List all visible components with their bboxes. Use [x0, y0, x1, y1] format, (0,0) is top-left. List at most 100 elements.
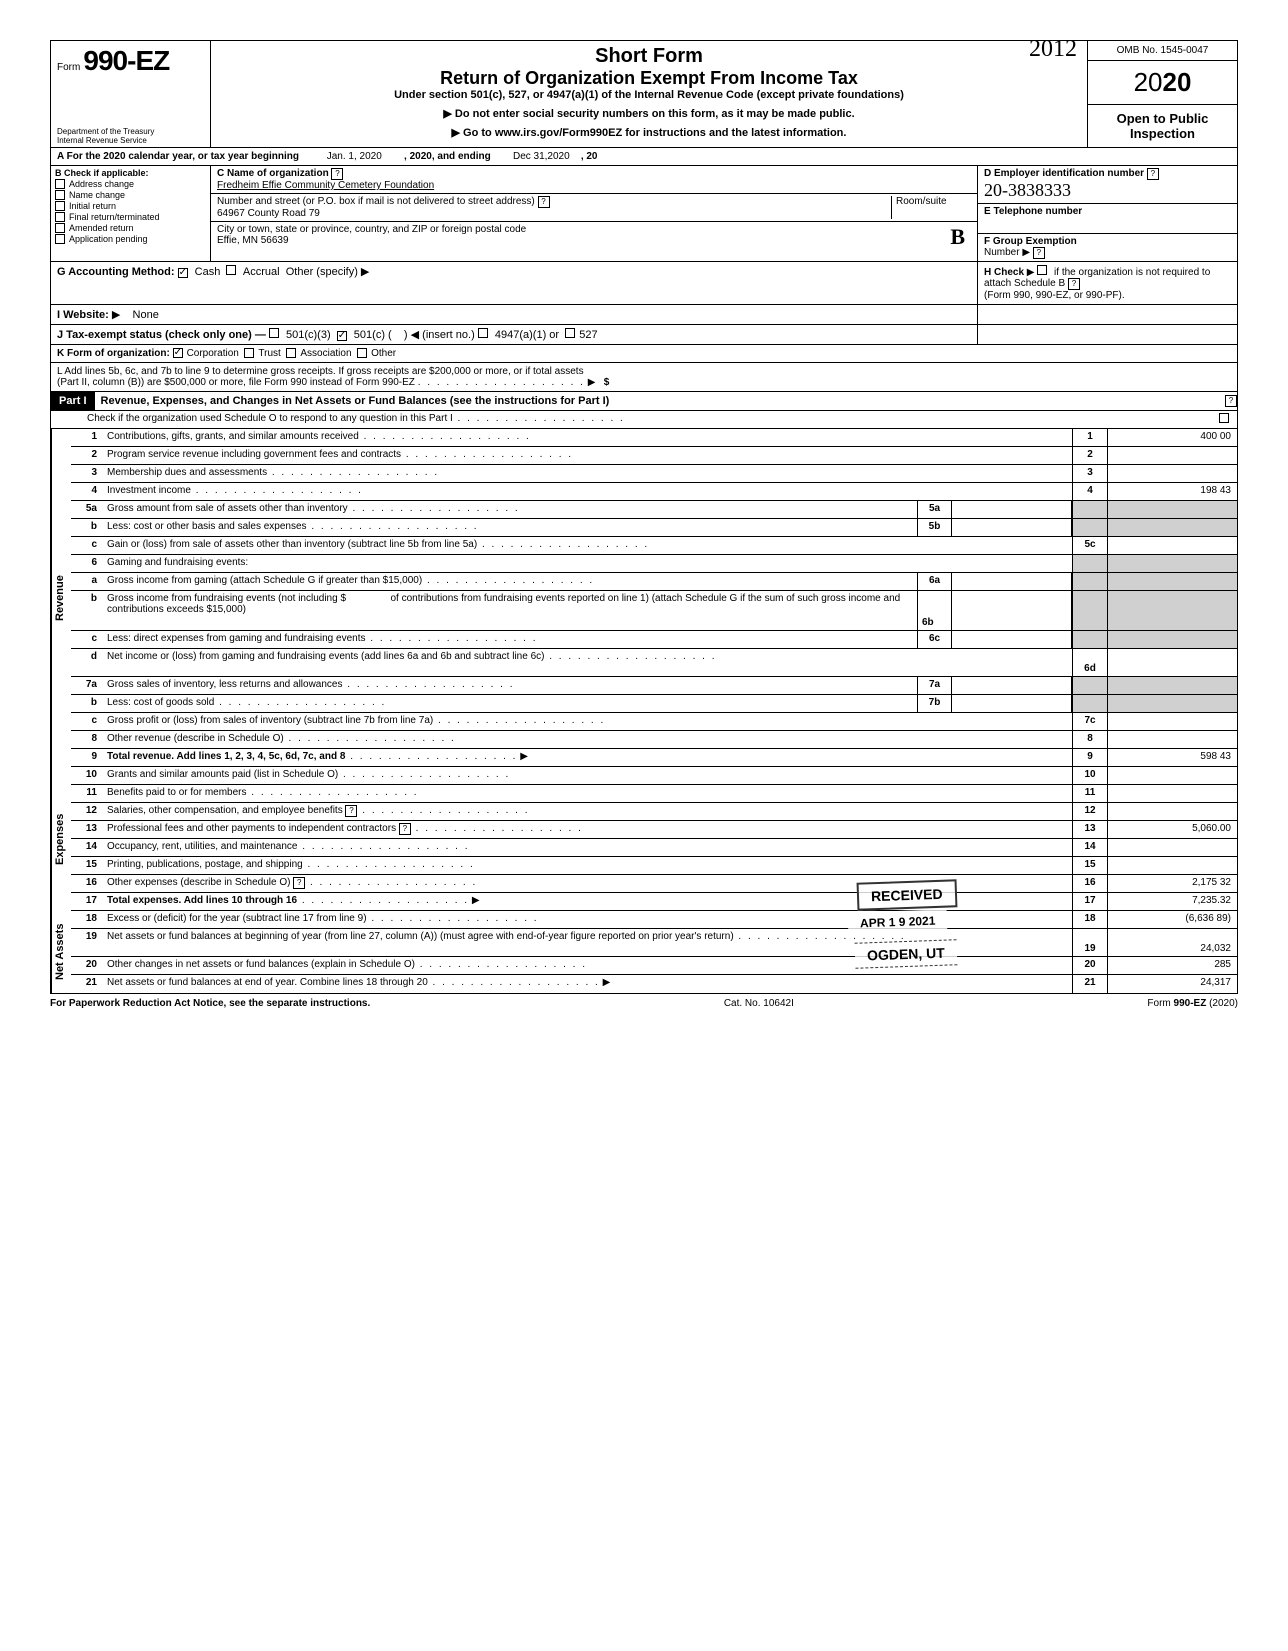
- chk-accrual[interactable]: [226, 265, 236, 275]
- net-assets-label: Net Assets: [51, 911, 71, 993]
- chk-amended[interactable]: [55, 223, 65, 233]
- lbl-name-change: Name change: [69, 190, 125, 200]
- line21-desc: Net assets or fund balances at end of ye…: [107, 977, 428, 988]
- footer-left: For Paperwork Reduction Act Notice, see …: [50, 998, 370, 1009]
- header-center: Short Form Return of Organization Exempt…: [211, 41, 1087, 147]
- revenue-label: Revenue: [51, 429, 71, 767]
- chk-association[interactable]: [286, 348, 296, 358]
- chk-schedule-o[interactable]: [1219, 413, 1229, 423]
- row-a-tax-year: A For the 2020 calendar year, or tax yea…: [51, 148, 1237, 166]
- lbl-accrual: Accrual: [243, 266, 280, 278]
- info-icon: ?: [1225, 395, 1237, 407]
- column-def: D Employer identification number ? 20-38…: [977, 166, 1237, 261]
- row-l: L Add lines 5b, 6c, and 7b to line 9 to …: [51, 363, 1237, 392]
- line11-val: [1107, 785, 1237, 802]
- line6d-val: [1107, 649, 1237, 676]
- lbl-501c3: 501(c)(3): [286, 329, 331, 341]
- f-label: F Group Exemption: [984, 236, 1077, 247]
- line4-val: 198 43: [1107, 483, 1237, 500]
- chk-name-change[interactable]: [55, 190, 65, 200]
- ogden-stamp: OGDEN, UT: [855, 939, 958, 969]
- revenue-section: Revenue 1Contributions, gifts, grants, a…: [51, 429, 1237, 767]
- expenses-section: Expenses 10Grants and similar amounts pa…: [51, 767, 1237, 911]
- line18-val: (6,636 89): [1107, 911, 1237, 928]
- info-icon: ?: [1068, 278, 1080, 290]
- i-label: I Website:: [57, 309, 109, 321]
- row-a-mid: , 2020, and ending: [404, 151, 491, 162]
- part1-label: Part I: [51, 392, 95, 410]
- line5c-val: [1107, 537, 1237, 554]
- row-i: I Website: ▶ None: [51, 305, 977, 324]
- c-label: C Name of organization: [217, 168, 329, 179]
- handwritten-b: B: [950, 224, 965, 250]
- line20-val: 285: [1107, 957, 1237, 974]
- footer-right: Form 990-EZ (2020): [1147, 998, 1238, 1009]
- chk-corporation[interactable]: [173, 348, 183, 358]
- e-label: E Telephone number: [984, 206, 1082, 217]
- lbl-4947: 4947(a)(1) or: [495, 329, 559, 341]
- lbl-final-return: Final return/terminated: [69, 212, 160, 222]
- footer: For Paperwork Reduction Act Notice, see …: [50, 994, 1238, 1013]
- chk-501c3[interactable]: [269, 328, 279, 338]
- line9-val: 598 43: [1107, 749, 1237, 766]
- subtitle: Under section 501(c), 527, or 4947(a)(1)…: [221, 89, 1077, 101]
- h-label: H Check: [984, 267, 1024, 278]
- year-end: Dec 31,2020: [513, 151, 570, 162]
- chk-schedule-b[interactable]: [1037, 265, 1047, 275]
- chk-initial-return[interactable]: [55, 201, 65, 211]
- expenses-label: Expenses: [51, 767, 71, 911]
- org-name: Fredheim Effie Community Cemetery Founda…: [217, 180, 434, 191]
- line16-val: 2,175 32: [1107, 875, 1237, 892]
- line3-val: [1107, 465, 1237, 482]
- chk-501c[interactable]: [337, 331, 347, 341]
- line4-desc: Investment income: [107, 485, 191, 496]
- chk-527[interactable]: [565, 328, 575, 338]
- line2-desc: Program service revenue including govern…: [107, 449, 401, 460]
- line17-val: 7,235.32: [1107, 893, 1237, 910]
- lbl-initial-return: Initial return: [69, 201, 116, 211]
- open-to-public: Open to Public Inspection: [1088, 105, 1237, 147]
- row-a-tail: , 20: [581, 151, 598, 162]
- chk-address-change[interactable]: [55, 179, 65, 189]
- street-address: 64967 County Road 79: [217, 208, 320, 219]
- h-sub: (Form 990, 990-EZ, or 990-PF).: [984, 290, 1125, 301]
- lbl-cash: Cash: [195, 266, 221, 278]
- lbl-association: Association: [300, 348, 351, 359]
- chk-4947[interactable]: [478, 328, 488, 338]
- city-label: City or town, state or province, country…: [217, 224, 526, 235]
- line5c-desc: Gain or (loss) from sale of assets other…: [107, 539, 477, 550]
- city-state-zip: Effie, MN 56639: [217, 235, 289, 246]
- chk-final-return[interactable]: [55, 212, 65, 222]
- chk-trust[interactable]: [244, 348, 254, 358]
- handwritten-year: 2012: [1029, 36, 1077, 63]
- line21-val: 24,317: [1107, 975, 1237, 993]
- line12-val: [1107, 803, 1237, 820]
- line5a-desc: Gross amount from sale of assets other t…: [107, 503, 348, 514]
- chk-application-pending[interactable]: [55, 234, 65, 244]
- section-bcdef: B Check if applicable: Address change Na…: [51, 166, 1237, 262]
- lbl-application-pending: Application pending: [69, 234, 148, 244]
- line1-desc: Contributions, gifts, grants, and simila…: [107, 431, 359, 442]
- website-value: None: [133, 309, 159, 321]
- lbl-other-org: Other: [371, 348, 396, 359]
- column-c: C Name of organization ? Fredheim Effie …: [211, 166, 977, 261]
- k-label: K Form of organization:: [57, 348, 170, 359]
- tax-year: 2020: [1088, 61, 1237, 105]
- net-assets-section: Net Assets 18Excess or (deficit) for the…: [51, 911, 1237, 993]
- lbl-trust: Trust: [258, 348, 280, 359]
- form-number: 990-EZ: [83, 45, 169, 76]
- line10-desc: Grants and similar amounts paid (list in…: [107, 769, 338, 780]
- line13-desc: Professional fees and other payments to …: [107, 823, 396, 834]
- j-label: J Tax-exempt status (check only one) —: [57, 329, 266, 341]
- ein-value: 20-3838333: [984, 180, 1071, 200]
- chk-other-org[interactable]: [357, 348, 367, 358]
- form-prefix: Form: [57, 62, 80, 73]
- header-right: OMB No. 1545-0047 2020 Open to Public In…: [1087, 41, 1237, 147]
- line13-val: 5,060.00: [1107, 821, 1237, 838]
- info-icon: ?: [538, 196, 550, 208]
- line18-desc: Excess or (deficit) for the year (subtra…: [107, 913, 367, 924]
- info-icon: ?: [399, 823, 411, 835]
- department: Department of the Treasury Internal Reve…: [57, 127, 154, 145]
- l-dollar: $: [604, 377, 610, 388]
- chk-cash[interactable]: [178, 268, 188, 278]
